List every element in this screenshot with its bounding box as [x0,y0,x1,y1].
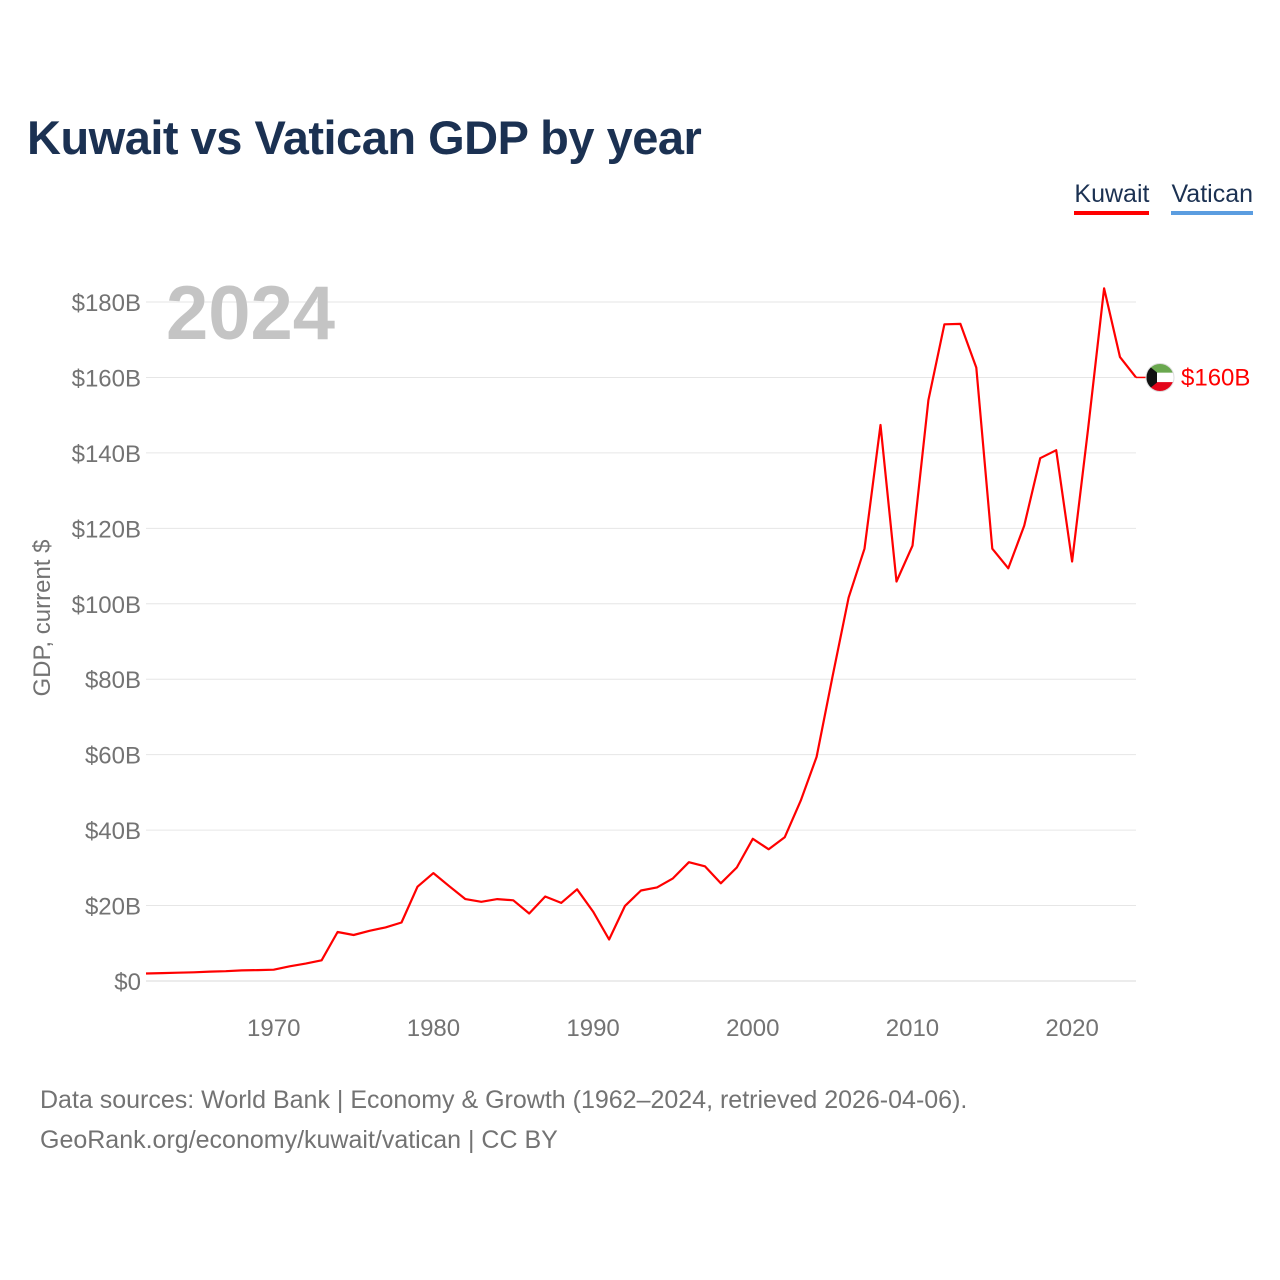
y-axis-ticks: $0 $20B $40B $60B $80B $100B $120B $140B $160B $1… [72,290,141,996]
gdp-line-chart: $0 $20B $40B $60B $80B $100B $120B $140B $160B $1… [29,271,1250,1042]
y-tick-label: $180B [72,290,141,317]
x-tick-label: 1980 [407,1015,460,1042]
series-line-kuwait[interactable] [145,287,1137,975]
x-axis-ticks: 1970 1980 1990 2000 2010 2020 [247,1015,1099,1042]
x-tick-label: 2020 [1045,1015,1098,1042]
kuwait-flag-icon [1146,363,1174,392]
x-tick-label: 2000 [726,1015,779,1042]
y-tick-label: $40B [85,818,141,845]
footer: Data sources: World Bank | Economy & Gro… [40,1080,967,1160]
x-tick-label: 2010 [886,1015,939,1042]
data-source-note: Data sources: World Bank | Economy & Gro… [40,1086,968,1114]
year-watermark: 2024 [166,271,335,356]
legend-item-kuwait[interactable]: Kuwait [1074,180,1150,215]
chart-title: Kuwait vs Vatican GDP by year [27,111,702,164]
legend-item-vatican[interactable]: Vatican [1171,180,1253,215]
x-tick-label: 1970 [247,1015,300,1042]
kuwait-end-value-label: $160B [1181,364,1250,391]
y-tick-label: $0 [114,969,141,996]
grid-lines [146,301,1136,982]
y-tick-label: $100B [72,592,141,619]
y-tick-label: $80B [85,667,141,694]
x-tick-label: 1990 [566,1015,619,1042]
y-tick-label: $20B [85,894,141,921]
source-url-license: GeoRank.org/economy/kuwait/vatican | CC … [40,1126,558,1154]
y-axis-label: GDP, current $ [29,540,56,697]
legend: Kuwait Vatican [1074,180,1253,215]
y-tick-label: $140B [72,441,141,468]
y-tick-label: $60B [85,743,141,770]
kuwait-end-marker[interactable] [1145,362,1175,392]
y-tick-label: $120B [72,516,141,543]
y-tick-label: $160B [72,365,141,392]
series-group [145,287,1146,975]
